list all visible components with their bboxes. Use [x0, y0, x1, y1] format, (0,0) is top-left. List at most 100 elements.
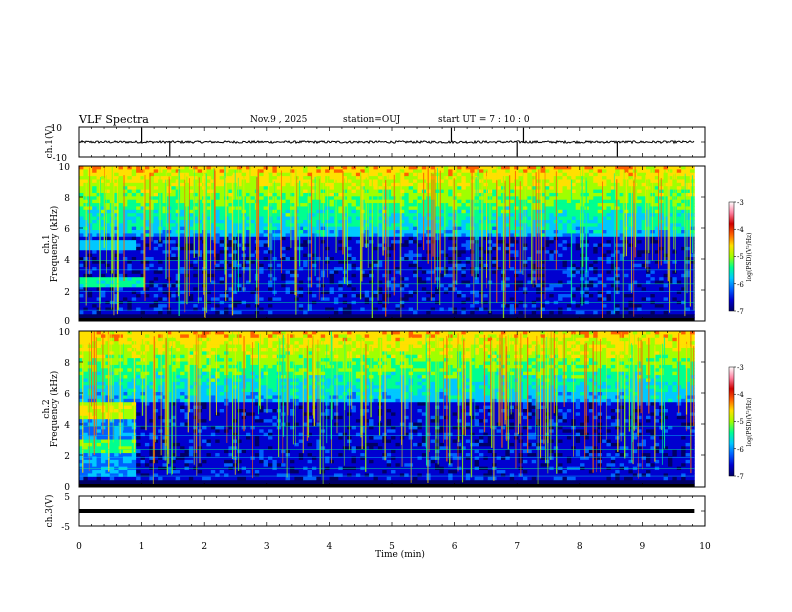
spectrogram-cell — [316, 216, 322, 221]
spectrogram-cell — [382, 186, 388, 190]
spectrogram-cell — [289, 307, 295, 312]
spectrogram-cell — [131, 263, 137, 268]
spectrogram-cell — [162, 230, 168, 234]
spectrogram-cell — [250, 243, 256, 248]
spectrogram-cell — [461, 243, 467, 248]
spectrogram-cell — [215, 192, 221, 197]
spectrogram-cell — [364, 219, 370, 224]
spectrogram-cell — [114, 270, 119, 275]
spectrogram-cell — [122, 236, 128, 241]
spectrogram-cell — [303, 209, 308, 214]
spectrogram-cell — [144, 233, 150, 238]
spectrogram-cell — [492, 267, 497, 271]
spectrogram-cell — [329, 230, 335, 234]
spectrogram-cell — [276, 213, 282, 217]
spectrogram-cell — [395, 209, 401, 214]
spectrogram-cell — [268, 233, 273, 238]
spectrogram-cell — [149, 240, 155, 244]
spectrogram-cell — [448, 233, 454, 238]
spectrogram-cell — [474, 253, 480, 258]
spectrogram-cell — [87, 246, 93, 251]
spectrogram-cell — [496, 243, 502, 248]
spectrogram-cell — [443, 169, 449, 174]
spectrogram-cell — [188, 273, 194, 278]
spectrogram-cell — [360, 283, 366, 288]
spectrogram-cell — [316, 219, 322, 224]
spectrogram-cell — [439, 213, 445, 217]
spectrogram-cell — [100, 290, 106, 295]
spectrogram-cell — [131, 206, 137, 211]
spectrogram-cell — [144, 283, 150, 288]
spectrogram-cell — [329, 304, 335, 308]
spectrogram-cell — [294, 166, 300, 170]
spectrogram-cell — [311, 172, 317, 177]
spectrogram-cell — [351, 172, 357, 177]
spectrogram-cell — [347, 166, 352, 170]
spectrogram-cell — [246, 256, 251, 261]
spectrogram-cell — [311, 250, 317, 255]
spectrogram-cell — [355, 243, 361, 248]
spectrogram-cell — [149, 196, 155, 201]
spectrogram-cell — [237, 203, 243, 207]
spectrogram-cell — [131, 260, 137, 265]
spectrogram-cell — [171, 233, 177, 238]
spectrogram-cell — [285, 280, 291, 285]
spectrogram-cell — [158, 270, 163, 275]
spectrogram-cell — [417, 236, 423, 241]
spectrogram-cell — [237, 233, 243, 238]
spectrogram-cell — [254, 267, 260, 271]
ch1-waveform-line — [78, 139, 695, 145]
spectrogram-cell — [439, 290, 445, 295]
spectrogram-cell — [355, 199, 361, 204]
spectrogram-cell — [399, 290, 405, 295]
spectrogram-cell — [263, 192, 269, 197]
spectrogram-cell — [254, 314, 260, 319]
spectrogram-cell — [281, 283, 286, 288]
spectrogram-cell — [237, 176, 243, 180]
spectrogram-cell — [193, 213, 199, 217]
spectrogram-cell — [311, 263, 317, 268]
spectrogram-cell — [492, 280, 497, 285]
spectrogram-cell — [246, 260, 251, 265]
spectrogram-cell — [483, 307, 489, 312]
spectrogram-cell — [92, 290, 97, 295]
spectrogram-cell — [289, 223, 295, 228]
spectrogram-cell — [105, 246, 111, 251]
spectrogram-cell — [399, 314, 405, 319]
spectrogram-cell — [289, 236, 295, 241]
spectrogram-cell — [527, 294, 533, 298]
spectrogram-cell — [514, 186, 519, 190]
spectrogram-cell — [105, 230, 111, 234]
spectrogram-cell — [514, 253, 519, 258]
spectrogram-cell — [131, 256, 137, 261]
spectrogram-cell — [268, 263, 273, 268]
spectrogram-cell — [527, 287, 533, 292]
spectrogram-cell — [382, 246, 388, 251]
spectrogram-cell — [127, 203, 133, 207]
spectrogram-cell — [307, 246, 313, 251]
spectrogram-cell — [149, 192, 155, 197]
spectrogram-cell — [219, 230, 225, 234]
spectrogram-cell — [373, 240, 379, 244]
spectrogram-cell — [193, 196, 199, 201]
spectrogram-cell — [518, 233, 524, 238]
spectrogram-cell — [144, 219, 150, 224]
spectrogram-cell — [408, 230, 414, 234]
spectrogram-cell — [153, 192, 159, 197]
spectrogram-cell — [79, 172, 84, 177]
spectrogram-cell — [355, 233, 361, 238]
spectrogram-cell — [439, 196, 445, 201]
spectrogram-cell — [364, 267, 370, 271]
spectrogram-cell — [338, 256, 344, 261]
spectrogram-cell — [364, 192, 370, 197]
spectrogram-cell — [259, 260, 265, 265]
spectrogram-cell — [193, 256, 199, 261]
spectrogram-cell — [505, 267, 511, 271]
spectrogram-cell — [395, 310, 401, 315]
spectrogram-cell — [483, 189, 489, 194]
spectrogram-cell — [140, 270, 146, 275]
spectrogram-cell — [395, 213, 401, 217]
spectrogram-cell — [241, 314, 247, 319]
spectrogram-cell — [298, 256, 304, 261]
spectrogram-cell — [395, 236, 401, 241]
